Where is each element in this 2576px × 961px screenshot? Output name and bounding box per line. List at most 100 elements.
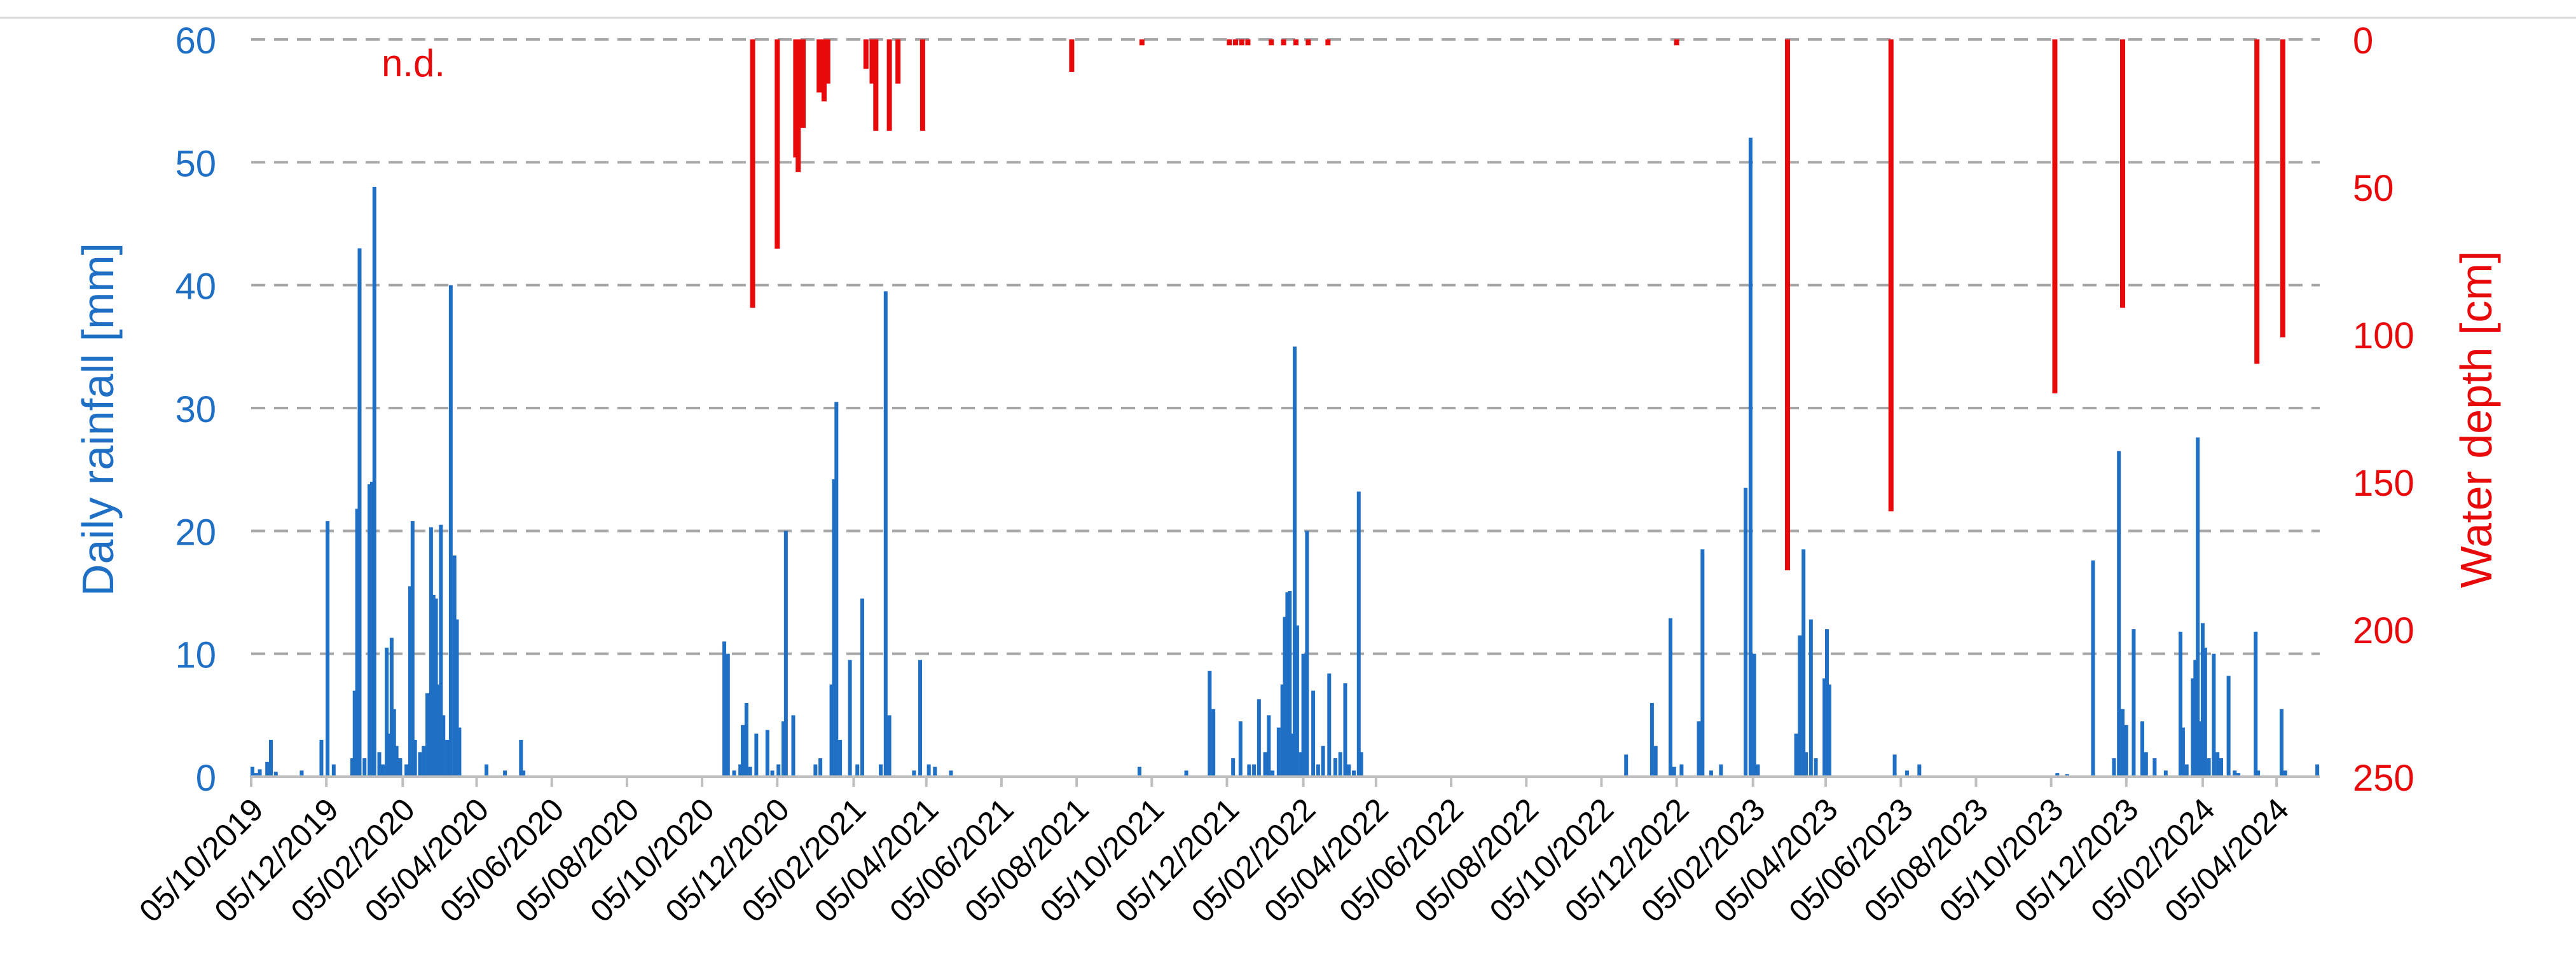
rainfall-bar bbox=[781, 721, 785, 777]
rainfall-bar bbox=[448, 285, 453, 777]
left-axis-ticks: 0 10 20 30 40 50 60 bbox=[175, 20, 216, 799]
water-depth-bar bbox=[1888, 39, 1894, 512]
rainfall-bar bbox=[352, 690, 357, 777]
rainfall-bar bbox=[1756, 764, 1760, 777]
rainfall-bar bbox=[1801, 549, 1806, 777]
rainfall-bar bbox=[1343, 683, 1347, 777]
right-tick-label: 50 bbox=[2353, 168, 2394, 209]
rainfall-bar bbox=[1247, 764, 1251, 777]
nd-annotation: n.d. bbox=[382, 42, 445, 85]
rainfall-bar bbox=[2254, 631, 2258, 777]
rainfall-bar bbox=[1276, 727, 1281, 777]
right-tick-label: 100 bbox=[2353, 315, 2414, 357]
water-depth-bar bbox=[2280, 39, 2285, 337]
rainfall-bar bbox=[1892, 754, 1897, 777]
rainfall-bar bbox=[949, 770, 953, 777]
water-depth-bar bbox=[1233, 39, 1239, 46]
rainfall-bar bbox=[2315, 764, 2320, 777]
rainfall-bar bbox=[829, 685, 834, 777]
rainfall-bar bbox=[722, 641, 726, 777]
rainfall-bar bbox=[387, 733, 391, 777]
rainfall-bar bbox=[377, 752, 382, 777]
rainfall-bar bbox=[1744, 487, 1748, 777]
water-depth-bar bbox=[920, 39, 925, 131]
left-tick-label: 10 bbox=[175, 635, 216, 676]
rainfall-bar bbox=[436, 685, 441, 777]
water-depth-bar bbox=[1785, 39, 1791, 571]
right-tick-label: 250 bbox=[2353, 758, 2414, 799]
rainfall-bar bbox=[1752, 653, 1756, 777]
rainfall-bar bbox=[1798, 635, 1802, 777]
water-depth-bar bbox=[873, 39, 879, 131]
rainfall-bar bbox=[765, 730, 769, 777]
gridlines bbox=[251, 38, 2320, 655]
rainfall-bar bbox=[2121, 709, 2125, 777]
rainfall-bar bbox=[2091, 560, 2095, 777]
rainfall-bar bbox=[1624, 754, 1629, 777]
rainfall-bar bbox=[1697, 721, 1701, 777]
rainfall-bar bbox=[273, 772, 278, 777]
rainfall-bar bbox=[1290, 733, 1295, 777]
rainfall-bar bbox=[519, 740, 523, 777]
water-depth-series bbox=[750, 39, 2285, 571]
rainfall-bar bbox=[1917, 764, 1922, 777]
rainfall-bar bbox=[834, 402, 839, 777]
water-depth-bar bbox=[750, 39, 755, 308]
rainfall-bar bbox=[300, 770, 304, 777]
rainfall-bar bbox=[1301, 653, 1305, 777]
rainfall-bar bbox=[422, 746, 426, 777]
rainfall-bar bbox=[1679, 764, 1684, 777]
rainfall-bar bbox=[1748, 137, 1753, 777]
rainfall-bar bbox=[408, 586, 412, 777]
rainfall-bar bbox=[2163, 770, 2168, 777]
rainfall-bar bbox=[1904, 770, 1909, 777]
water-depth-bar bbox=[1305, 39, 1311, 46]
rainfall-bar bbox=[362, 758, 367, 777]
water-depth-bar bbox=[796, 39, 801, 172]
rainfall-bar bbox=[855, 764, 860, 777]
rainfall-bar bbox=[1356, 491, 1361, 777]
rainfall-bar bbox=[2112, 758, 2116, 777]
rainfall-bar bbox=[350, 758, 354, 777]
rainfall-bar bbox=[770, 770, 775, 777]
rainfall-bar bbox=[250, 767, 254, 777]
right-axis-ticks: 0 50 100 150 200 250 bbox=[2353, 20, 2414, 799]
water-depth-bar bbox=[821, 39, 827, 102]
x-axis-ticks: 05/10/201905/12/201905/02/202005/04/2020… bbox=[132, 777, 2296, 929]
rainfall-bar bbox=[2055, 773, 2060, 777]
right-tick-label: 0 bbox=[2353, 20, 2373, 62]
rainfall-bar bbox=[883, 291, 888, 777]
right-tick-label: 200 bbox=[2353, 610, 2414, 651]
rainfall-bar bbox=[1650, 703, 1654, 777]
left-tick-label: 20 bbox=[175, 512, 216, 553]
rainfall-bar bbox=[813, 764, 818, 777]
rainfall-bar bbox=[2117, 451, 2121, 777]
rainfall-bar bbox=[1305, 531, 1309, 777]
rainfall-bar bbox=[1293, 346, 1297, 777]
rainfall-bar bbox=[326, 521, 330, 777]
rainfall-bar bbox=[434, 598, 438, 777]
water-depth-bar bbox=[1293, 39, 1298, 46]
water-depth-bar bbox=[816, 39, 822, 93]
rainfall-bar bbox=[1359, 752, 1363, 777]
rainfall-bar bbox=[2256, 770, 2261, 777]
rainfall-bar bbox=[431, 594, 436, 777]
water-depth-bar bbox=[2254, 39, 2260, 364]
rainfall-bar bbox=[1827, 685, 1831, 777]
rainfall-bar bbox=[1271, 770, 1275, 777]
rainfall-bar bbox=[1288, 591, 1292, 777]
rainfall-bar bbox=[485, 764, 489, 777]
rainfall-bar bbox=[1700, 549, 1705, 777]
rainfall-bar bbox=[2196, 437, 2200, 777]
rainfall-bar bbox=[331, 764, 336, 777]
rainfall-bar bbox=[776, 764, 781, 777]
rainfall-bar bbox=[2200, 623, 2205, 777]
rainfall-bar bbox=[1672, 767, 1676, 777]
rainfall-bar bbox=[2140, 721, 2145, 777]
rainfall-bar bbox=[848, 660, 852, 777]
rainfall-bar bbox=[2226, 676, 2231, 777]
rainfall-bar bbox=[1316, 764, 1320, 777]
rainfall-bar bbox=[838, 740, 843, 777]
rainfall-bar bbox=[744, 703, 748, 777]
